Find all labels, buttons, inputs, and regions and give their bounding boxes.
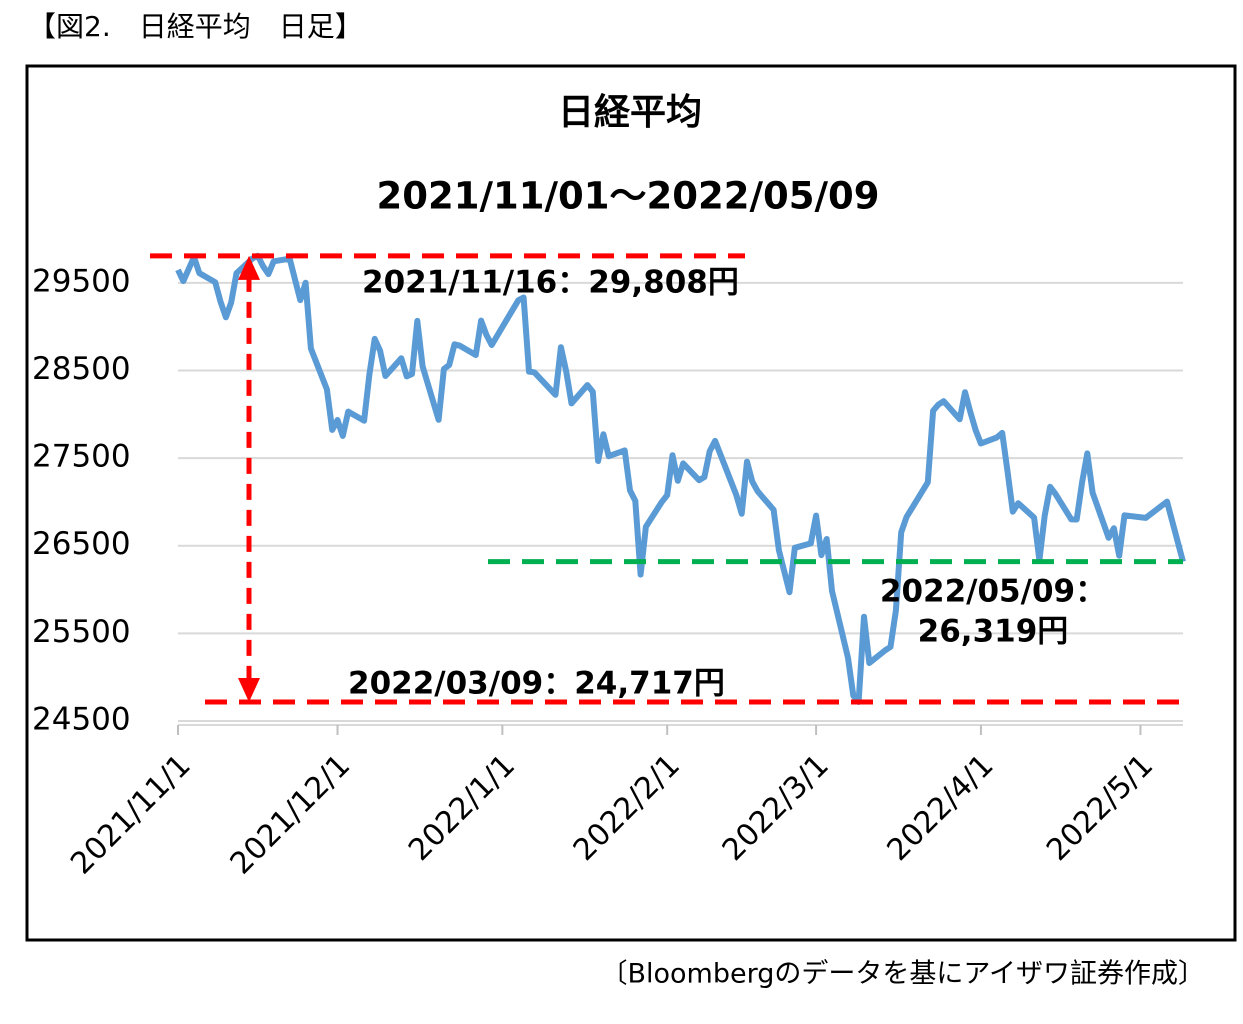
annotation-label: 26,319円 (918, 614, 1069, 650)
annotation-label: 2021/11/16：29,808円 (362, 265, 739, 301)
y-tick-label: 24500 (32, 702, 131, 738)
chart-frame (25, 64, 1237, 942)
chart-title: 日経平均 (558, 92, 702, 133)
arrow-head (238, 255, 260, 280)
source-note: 〔Bloombergのデータを基にアイザワ証券作成〕 (600, 959, 1205, 990)
annotation-label: 2022/05/09： (880, 574, 1106, 610)
y-tick-label: 27500 (32, 439, 131, 475)
y-tick-label: 29500 (32, 263, 131, 299)
chart-subtitle: 2021/11/01～2022/05/09 (377, 175, 880, 218)
annotation-label: 2022/03/09：24,717円 (348, 666, 725, 702)
price-line (175, 252, 1186, 705)
y-tick-label: 26500 (32, 526, 131, 562)
y-tick-label: 28500 (32, 351, 131, 387)
header: 【図2. 日経平均 日足】 (28, 10, 363, 43)
arrow-head (238, 677, 260, 702)
y-tick-label: 25500 (32, 614, 131, 650)
